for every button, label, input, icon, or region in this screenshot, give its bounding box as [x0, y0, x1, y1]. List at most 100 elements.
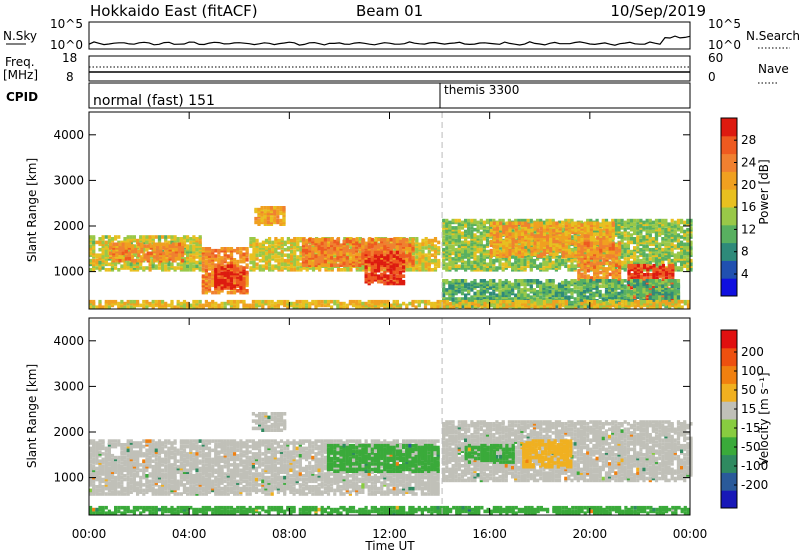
- power-cell: [233, 271, 237, 276]
- power-cell: [651, 226, 655, 230]
- power-cell: [214, 254, 218, 258]
- power-cell: [383, 263, 387, 267]
- power-cell: [245, 272, 249, 277]
- power-cell: [293, 249, 297, 254]
- power-cell: [626, 218, 630, 223]
- power-cell: [671, 263, 675, 268]
- power-cell: [639, 218, 643, 223]
- power-cell: [680, 257, 684, 261]
- power-cell: [239, 268, 243, 272]
- power-cell: [207, 256, 212, 260]
- power-cell: [245, 265, 249, 269]
- power-cell: [358, 258, 362, 262]
- power-cell: [442, 288, 446, 292]
- power-cell: [249, 242, 253, 247]
- power-cell: [664, 257, 668, 261]
- power-cell: [548, 257, 552, 261]
- power-cell: [220, 277, 224, 281]
- power-cell: [520, 218, 524, 223]
- power-cell: [623, 227, 627, 232]
- power-cell: [573, 264, 577, 268]
- power-cell: [580, 237, 584, 242]
- power-cell: [549, 228, 553, 233]
- power-cell: [571, 239, 575, 244]
- power-cell: [492, 221, 496, 226]
- power-cell: [460, 240, 465, 245]
- power-cell: [398, 267, 403, 271]
- power-cell: [517, 239, 521, 244]
- power-cell: [580, 267, 584, 271]
- power-cell: [346, 242, 350, 247]
- power-cell: [467, 240, 471, 245]
- power-cell: [98, 257, 102, 261]
- power-cell: [670, 226, 674, 230]
- power-cell: [98, 237, 102, 241]
- power-cell: [293, 257, 297, 261]
- power-cell: [567, 254, 572, 258]
- power-cell: [121, 251, 125, 256]
- power-cell: [330, 259, 334, 264]
- power-cell: [249, 237, 253, 241]
- power-cell: [495, 266, 499, 270]
- power-cell: [424, 237, 428, 241]
- power-cell: [177, 242, 182, 247]
- power-cell: [617, 226, 621, 230]
- power-cell: [623, 264, 627, 268]
- power-cell: [648, 253, 652, 257]
- power-cell: [92, 242, 96, 247]
- power-cell: [299, 249, 303, 254]
- radar-title: Hokkaido East (fitACF): [90, 2, 258, 20]
- power-cell: [383, 256, 387, 260]
- power-cell: [117, 268, 121, 272]
- power-cell: [229, 277, 234, 281]
- power-cell: [442, 226, 446, 230]
- power-cell: [574, 241, 578, 246]
- power-cell: [361, 259, 365, 264]
- power-cell: [415, 237, 419, 241]
- power-cell: [405, 254, 409, 258]
- power-cell: [532, 264, 537, 268]
- power-cell: [279, 222, 283, 226]
- power-cell: [557, 264, 562, 268]
- power-cell: [654, 218, 659, 223]
- power-cell: [314, 259, 318, 264]
- power-cell: [542, 241, 547, 246]
- power-cell: [171, 242, 175, 247]
- power-cell: [460, 255, 465, 259]
- power-cell: [314, 237, 318, 242]
- power-cell: [311, 248, 315, 253]
- power-cell: [561, 226, 565, 230]
- power-cell: [207, 247, 212, 251]
- power-cell: [564, 254, 568, 258]
- power-cell: [182, 262, 187, 267]
- power-cell: [485, 229, 490, 234]
- power-cell: [482, 244, 486, 248]
- power-cell: [636, 224, 640, 228]
- power-cell: [442, 279, 446, 283]
- power-cell: [457, 249, 461, 254]
- power-cell: [460, 242, 465, 247]
- power-cell: [220, 286, 224, 290]
- power-cell: [442, 229, 446, 234]
- power-cell: [326, 237, 331, 242]
- power-cell: [405, 241, 409, 246]
- power-cell: [258, 264, 262, 268]
- power-cell: [460, 235, 465, 239]
- power-cell: [311, 261, 315, 266]
- power-cell: [602, 276, 606, 280]
- power-cell: [214, 279, 218, 283]
- cpid-mode-themis: themis 3300: [444, 83, 519, 97]
- power-cell: [170, 264, 174, 268]
- power-cell: [605, 274, 609, 278]
- power-cell: [157, 266, 162, 270]
- cpid-mode-normal: normal (fast) 151: [93, 93, 215, 109]
- power-cell: [373, 268, 377, 273]
- power-cell: [130, 255, 135, 259]
- power-cell: [186, 235, 190, 239]
- power-cell: [311, 252, 315, 257]
- nsearch-tick-bottom: 10^0: [708, 38, 741, 52]
- power-cell: [114, 262, 118, 267]
- power-cell: [269, 218, 274, 223]
- power-cell: [112, 249, 116, 254]
- power-cell: [571, 241, 575, 246]
